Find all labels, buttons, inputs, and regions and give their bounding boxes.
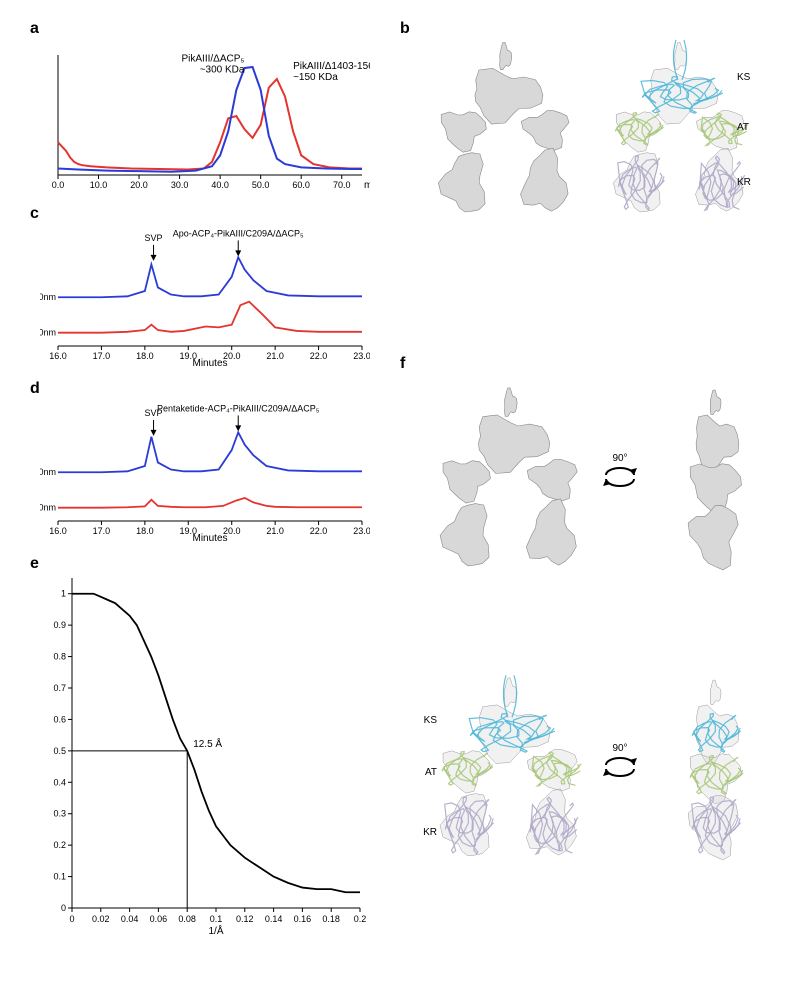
svg-text:550nm: 550nm [40,502,56,512]
svg-text:~300 KDa: ~300 KDa [200,65,245,76]
panel-b: KS AT KR [415,25,775,225]
panel-c: 16.017.018.019.020.021.022.023.0Minutes2… [40,218,370,368]
svg-text:KR: KR [737,177,751,188]
svg-text:18.0: 18.0 [136,526,154,536]
svg-text:1/Å: 1/Å [208,924,223,937]
svg-text:0.0: 0.0 [52,180,65,190]
svg-text:550nm: 550nm [40,327,56,337]
panel-f: 90° 90° KS AT KR [415,365,775,945]
svg-text:0.04: 0.04 [121,914,139,924]
svg-text:0.7: 0.7 [53,683,66,693]
svg-text:0.2: 0.2 [53,840,66,850]
svg-text:90°: 90° [612,453,627,464]
svg-text:PikAIII/ΔACP₅: PikAIII/ΔACP₅ [182,54,245,65]
svg-text:21.0: 21.0 [266,351,284,361]
svg-text:0.8: 0.8 [53,652,66,662]
svg-text:21.0: 21.0 [266,526,284,536]
svg-text:23.0: 23.0 [353,351,370,361]
svg-text:16.0: 16.0 [49,351,67,361]
svg-text:0.1: 0.1 [53,872,66,882]
panel-label-d: d [30,380,40,398]
svg-text:22.0: 22.0 [310,351,328,361]
panel-label-a: a [30,20,39,38]
svg-text:Pentaketide-ACP₄-PikAIII/C209A: Pentaketide-ACP₄-PikAIII/C209A/ΔACP₅ [157,403,320,413]
svg-text:AT: AT [737,122,749,133]
svg-text:0.6: 0.6 [53,714,66,724]
svg-text:0.08: 0.08 [178,914,196,924]
svg-text:Apo-ACP₄-PikAIII/C209A/ΔACP₅: Apo-ACP₄-PikAIII/C209A/ΔACP₅ [173,228,304,238]
svg-text:60.0: 60.0 [292,180,310,190]
svg-text:AT: AT [425,767,437,778]
svg-text:16.0: 16.0 [49,526,67,536]
svg-text:70.0: 70.0 [333,180,351,190]
svg-text:0.9: 0.9 [53,620,66,630]
svg-text:30.0: 30.0 [171,180,189,190]
panel-label-e: e [30,555,39,573]
svg-text:0.3: 0.3 [53,809,66,819]
svg-text:50.0: 50.0 [252,180,270,190]
svg-text:SVP: SVP [145,233,163,243]
svg-text:~150 KDa: ~150 KDa [293,72,338,83]
svg-text:12.5 Å: 12.5 Å [193,737,222,750]
panel-label-b: b [400,20,410,38]
svg-text:0.02: 0.02 [92,914,110,924]
svg-text:20.0: 20.0 [130,180,148,190]
svg-text:280nm: 280nm [40,292,56,302]
svg-text:22.0: 22.0 [310,526,328,536]
svg-text:0: 0 [69,914,74,924]
svg-text:18.0: 18.0 [136,351,154,361]
svg-text:90°: 90° [612,743,627,754]
svg-text:17.0: 17.0 [93,351,111,361]
panel-d: 16.017.018.019.020.021.022.023.0Minutes2… [40,393,370,543]
svg-text:1: 1 [61,589,66,599]
panel-e: 0 0.02 0.04 0.06 0.08 0.1 0.12 0.14 0.16 0.18 0.2 0… [40,568,370,938]
svg-text:KS: KS [737,72,751,83]
svg-text:0.4: 0.4 [53,777,66,787]
panel-a: 0.0 10.0 20.0 30.0 40.0 50.0 60.0 70.0 ml PikAIII… [40,30,370,195]
svg-text:17.0: 17.0 [93,526,111,536]
svg-text:40.0: 40.0 [211,180,229,190]
figure: a 0.0 10.0 20.0 30.0 40.0 50.0 60.0 70.0 ml PikAI… [20,20,780,980]
panel-label-f: f [400,355,405,373]
svg-text:0: 0 [61,903,66,913]
svg-text:280nm: 280nm [40,467,56,477]
svg-text:0.1: 0.1 [210,914,223,924]
svg-text:KR: KR [423,827,437,838]
svg-text:10.0: 10.0 [90,180,108,190]
svg-text:0.16: 0.16 [294,914,312,924]
svg-text:Minutes: Minutes [192,533,227,543]
svg-text:ml: ml [364,180,370,191]
svg-text:Minutes: Minutes [192,358,227,368]
svg-text:0.5: 0.5 [53,746,66,756]
svg-text:0.18: 0.18 [322,914,340,924]
svg-text:0.06: 0.06 [150,914,168,924]
svg-text:KS: KS [424,715,438,726]
svg-text:0.12: 0.12 [236,914,254,924]
svg-text:23.0: 23.0 [353,526,370,536]
svg-text:0.14: 0.14 [265,914,283,924]
svg-text:0.2: 0.2 [354,914,367,924]
svg-text:PikAIII/Δ1403-1562: PikAIII/Δ1403-1562 [293,61,370,72]
panel-label-c: c [30,205,39,223]
